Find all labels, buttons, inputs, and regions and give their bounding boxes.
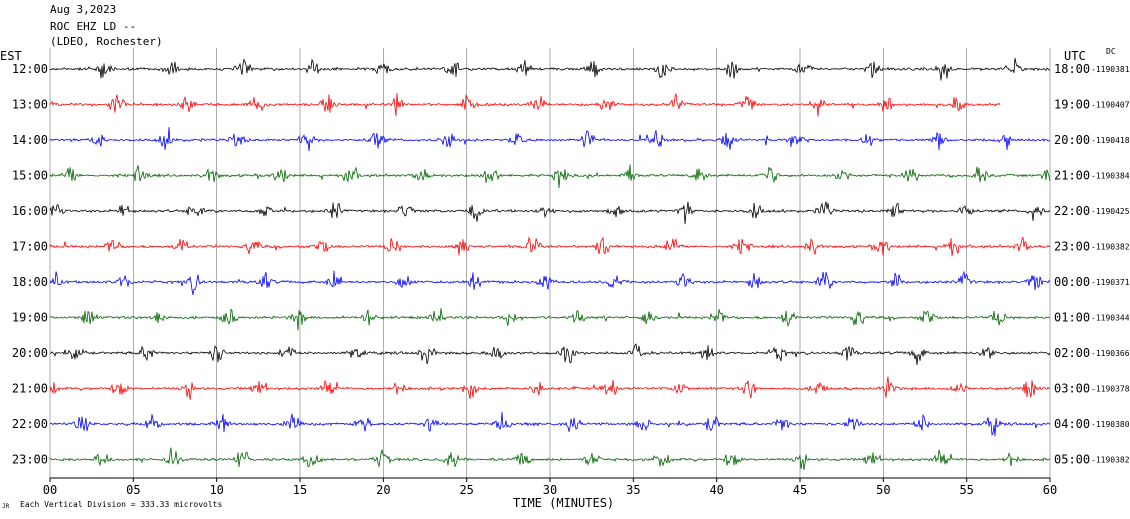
dc-offset-label: -1190382 [1091,243,1130,252]
seismic-trace [49,447,1051,470]
utc-hour-label: 04:00 [1054,417,1090,431]
est-hour-label: 13:00 [12,98,48,112]
x-tick-label: 50 [876,483,890,497]
dc-offset-label: -1190378 [1091,385,1130,394]
utc-hour-label: 01:00 [1054,311,1090,325]
utc-hour-label: 03:00 [1054,382,1090,396]
x-tick-label: 05 [126,483,140,497]
left-timezone-label: EST [0,49,22,63]
dc-offset-label: -1190382 [1091,456,1130,465]
seismic-trace [49,308,1051,331]
utc-hour-label: 19:00 [1054,98,1090,112]
est-hour-label: 17:00 [12,240,48,254]
dc-offset-label: -1190381 [1091,65,1130,74]
seismic-trace [49,164,1051,189]
x-tick-label: 60 [1043,483,1057,497]
right-timezone-label: UTC [1064,49,1086,63]
x-tick-label: 00 [43,483,57,497]
utc-hour-label: 00:00 [1054,275,1090,289]
seismic-trace [49,92,1001,117]
dc-offset-label: -1190425 [1091,207,1130,216]
est-hour-label: 23:00 [12,453,48,467]
seismic-trace [49,412,1051,437]
utc-hour-label: 22:00 [1054,204,1090,218]
utc-hour-label: 02:00 [1054,346,1090,360]
utc-hour-label: 23:00 [1054,240,1090,254]
x-tick-label: 55 [959,483,973,497]
utc-hour-label: 05:00 [1054,453,1090,467]
seismic-trace [49,201,1051,225]
dc-offset-label: -1190418 [1091,136,1130,145]
est-hour-label: 12:00 [12,62,48,76]
x-tick-label: 40 [709,483,723,497]
seismic-trace [49,236,1051,257]
x-tick-label: 45 [793,483,807,497]
date-label: Aug 3,2023 [50,3,117,16]
est-hour-label: 19:00 [12,311,48,325]
station-label: ROC EHZ LD -- [50,20,137,33]
dc-offset-label: -1190380 [1091,420,1130,429]
x-tick-label: 30 [543,483,557,497]
x-tick-label: 10 [209,483,223,497]
est-hour-label: 18:00 [12,275,48,289]
x-tick-label: 25 [459,483,473,497]
utc-hour-label: 21:00 [1054,169,1090,183]
seismic-trace [49,343,1051,366]
seismic-trace [49,376,1051,400]
est-hour-label: 14:00 [12,133,48,147]
est-hour-label: 22:00 [12,417,48,431]
est-hour-label: 16:00 [12,204,48,218]
utc-hour-label: 20:00 [1054,133,1090,147]
seismic-trace [49,57,1051,81]
dc-offset-label: -1190371 [1091,278,1130,287]
seismic-trace [49,127,1051,152]
x-axis-title: TIME (MINUTES) [513,496,615,510]
dc-column-label: DC [1106,47,1116,56]
network-label: (LDEO, Rochester) [50,35,163,48]
x-tick-label: 20 [376,483,390,497]
est-hour-label: 20:00 [12,346,48,360]
dc-offset-label: -1190344 [1091,314,1130,323]
est-hour-label: 21:00 [12,382,48,396]
dc-offset-label: -1190384 [1091,172,1130,181]
x-tick-label: 35 [626,483,640,497]
est-hour-label: 15:00 [12,169,48,183]
dc-offset-label: -1190366 [1091,349,1130,358]
dc-offset-label: -1190407 [1091,101,1130,110]
seismic-trace [49,270,1051,295]
utc-hour-label: 18:00 [1054,62,1090,76]
scale-note: Each Vertical Division = 333.33 microvol… [20,500,223,509]
x-tick-label: 15 [293,483,307,497]
corner-mark: JR [2,503,10,510]
